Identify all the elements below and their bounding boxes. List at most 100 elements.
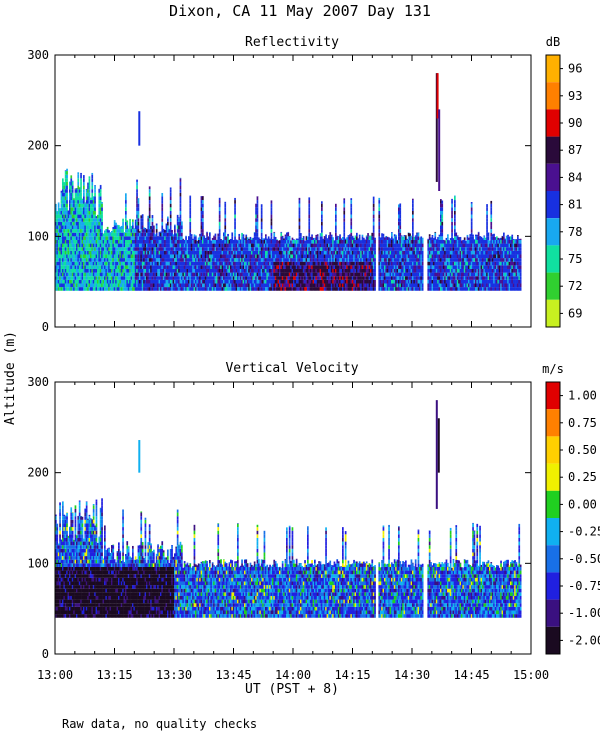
data-cell bbox=[148, 265, 151, 269]
data-cell bbox=[239, 250, 242, 255]
data-cell bbox=[123, 250, 126, 255]
data-cell bbox=[276, 250, 278, 255]
data-cell bbox=[417, 261, 420, 266]
data-cell bbox=[70, 243, 73, 248]
data-cell bbox=[137, 254, 140, 259]
data-cell bbox=[141, 276, 144, 280]
data-cell bbox=[323, 268, 326, 273]
data-cell bbox=[342, 272, 344, 277]
data-cell bbox=[98, 203, 101, 208]
data-cell bbox=[174, 232, 176, 237]
data-cell bbox=[146, 247, 148, 251]
data-cell bbox=[92, 207, 95, 211]
data-cell bbox=[98, 221, 101, 226]
data-cell bbox=[288, 236, 291, 240]
data-cell bbox=[91, 247, 94, 251]
data-cell bbox=[248, 268, 250, 273]
data-cell bbox=[83, 189, 85, 193]
data-cell bbox=[256, 207, 259, 211]
data-cell bbox=[83, 221, 85, 226]
data-cell bbox=[78, 265, 81, 269]
data-cell bbox=[337, 243, 340, 248]
data-cell bbox=[400, 272, 403, 277]
data-cell bbox=[403, 254, 406, 259]
data-cell bbox=[125, 268, 127, 273]
data-cell bbox=[204, 279, 207, 284]
data-cell bbox=[88, 250, 91, 255]
data-cell bbox=[343, 218, 346, 222]
data-cell bbox=[126, 272, 129, 277]
data-cell bbox=[374, 243, 376, 248]
data-cell bbox=[400, 243, 403, 248]
data-cell bbox=[231, 243, 234, 248]
data-cell bbox=[183, 283, 186, 288]
data-cell bbox=[308, 200, 311, 204]
data-cell bbox=[160, 268, 162, 273]
data-cell bbox=[417, 247, 420, 251]
data-cell bbox=[221, 254, 224, 259]
data-cell bbox=[274, 239, 277, 244]
data-cell bbox=[431, 243, 434, 248]
data-cell bbox=[314, 268, 316, 273]
data-cell bbox=[365, 272, 368, 277]
data-cell bbox=[319, 268, 322, 273]
data-cell bbox=[148, 279, 151, 284]
data-cell bbox=[328, 239, 330, 244]
data-cell bbox=[109, 279, 112, 284]
data-cell bbox=[370, 265, 372, 269]
data-cell bbox=[84, 221, 87, 226]
data-cell bbox=[235, 268, 238, 273]
data-cell bbox=[88, 236, 91, 240]
data-cell bbox=[168, 265, 171, 269]
data-cell bbox=[382, 276, 385, 280]
data-cell bbox=[216, 283, 218, 288]
data-cell bbox=[344, 265, 347, 269]
data-cell bbox=[105, 258, 108, 262]
data-cell bbox=[409, 250, 411, 255]
data-cell bbox=[258, 276, 260, 280]
data-cell bbox=[311, 265, 313, 269]
data-cell bbox=[384, 239, 386, 244]
data-cell bbox=[143, 287, 145, 291]
data-cell bbox=[409, 233, 411, 237]
data-cell bbox=[147, 287, 150, 291]
data-cell bbox=[314, 254, 316, 259]
data-cell bbox=[69, 189, 71, 193]
data-cell bbox=[225, 258, 228, 262]
data-cell bbox=[147, 236, 150, 240]
data-cell bbox=[235, 279, 238, 284]
data-cell bbox=[211, 261, 214, 266]
data-cell bbox=[266, 243, 269, 248]
data-cell bbox=[304, 279, 306, 284]
data-cell bbox=[193, 239, 196, 244]
data-cell bbox=[266, 254, 269, 259]
data-cell bbox=[189, 221, 192, 226]
data-cell bbox=[83, 239, 85, 244]
data-cell bbox=[249, 239, 252, 244]
data-cell bbox=[318, 272, 320, 277]
data-cell bbox=[291, 265, 294, 269]
data-cell bbox=[141, 221, 144, 226]
data-cell bbox=[326, 238, 329, 240]
data-cell bbox=[80, 247, 82, 251]
data-cell bbox=[399, 218, 402, 222]
data-cell bbox=[71, 276, 74, 280]
data-cell bbox=[430, 265, 432, 269]
data-cell bbox=[349, 243, 351, 248]
data-cell bbox=[90, 258, 92, 262]
data-cell bbox=[325, 239, 327, 244]
data-cell bbox=[337, 279, 340, 284]
data-cell bbox=[398, 283, 400, 288]
data-cell bbox=[399, 207, 402, 211]
data-cell bbox=[330, 243, 333, 248]
data-cell bbox=[189, 236, 192, 240]
data-cell bbox=[141, 247, 144, 251]
data-cell bbox=[130, 276, 133, 280]
data-cell bbox=[356, 276, 358, 280]
data-cell bbox=[108, 261, 110, 266]
data-cell bbox=[419, 261, 421, 266]
data-cell bbox=[381, 272, 383, 277]
data-cell bbox=[141, 265, 144, 269]
data-cell bbox=[323, 239, 326, 244]
data-cell bbox=[122, 276, 124, 280]
